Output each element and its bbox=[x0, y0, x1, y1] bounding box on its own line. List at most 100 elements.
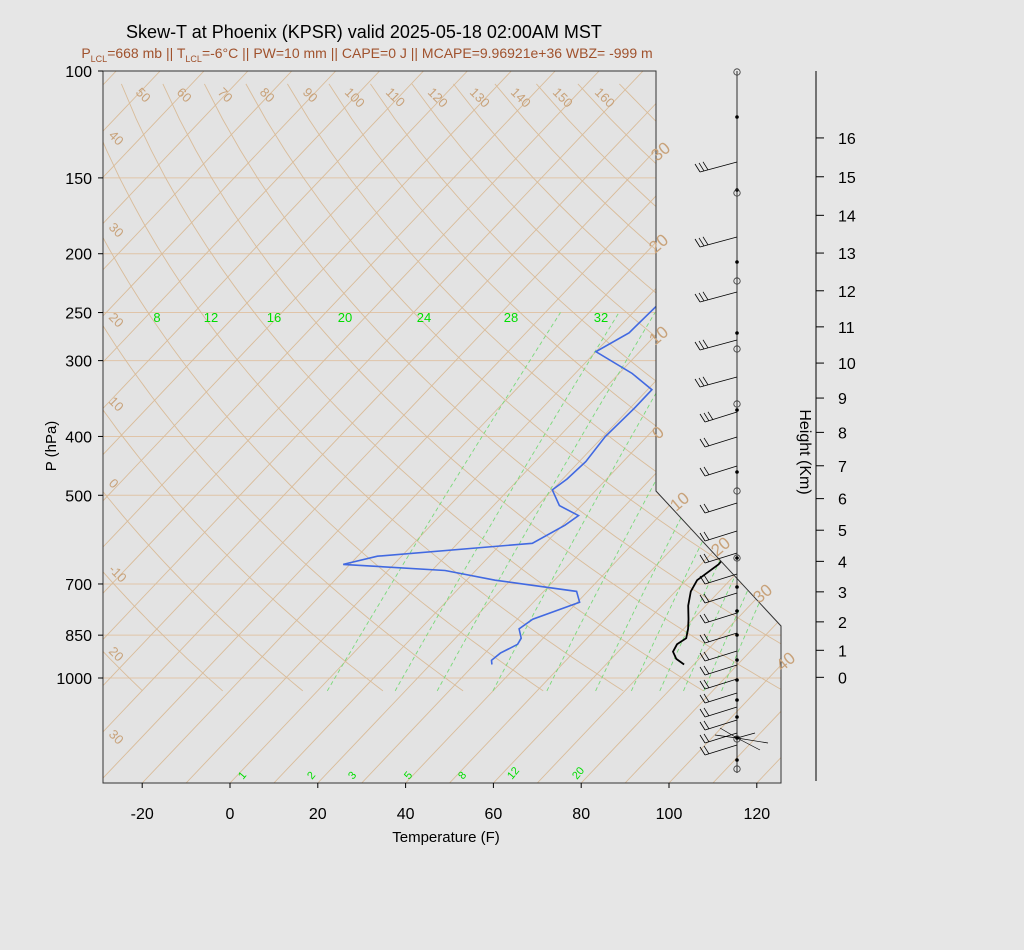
isotherm-line bbox=[889, 71, 1024, 783]
wind-barb-flag bbox=[703, 503, 710, 513]
wind-marker bbox=[735, 331, 739, 335]
wind-marker bbox=[735, 470, 739, 474]
plot-area bbox=[102, 70, 1024, 784]
wind-barb-flag bbox=[703, 679, 710, 689]
dry-adiabat-line bbox=[204, 83, 781, 692]
height-tick-label: 16 bbox=[838, 131, 856, 148]
pressure-tick-label: 100 bbox=[65, 64, 92, 81]
wind-marker bbox=[735, 658, 739, 662]
mixing-ratio-line bbox=[326, 312, 561, 692]
pressure-tick-label: 200 bbox=[65, 247, 92, 264]
isotherm-line bbox=[103, 71, 293, 783]
calm-wind-marker bbox=[733, 554, 741, 562]
height-tick-label: 2 bbox=[838, 615, 847, 632]
wind-barb-flag bbox=[699, 634, 706, 644]
wind-marker bbox=[735, 609, 739, 613]
height-axis-label: Height (Km) bbox=[796, 409, 813, 494]
dry-adiabat-line bbox=[951, 84, 1024, 691]
dry-adiabat-line bbox=[103, 83, 384, 692]
wind-marker bbox=[735, 260, 739, 264]
pressure-tick-label: 1000 bbox=[56, 671, 92, 688]
wind-marker bbox=[735, 698, 739, 702]
wind-barb bbox=[704, 678, 738, 690]
dry-adiabat-line bbox=[785, 84, 1024, 691]
wind-barb bbox=[704, 411, 738, 423]
dry-adiabat-line bbox=[411, 83, 781, 692]
pressure-axis-label: P (hPa) bbox=[43, 421, 60, 472]
mixing-ratio-label: 16 bbox=[267, 310, 281, 325]
pressure-tick-label: 700 bbox=[65, 577, 92, 594]
wind-barb bbox=[704, 664, 738, 676]
height-tick-label: 1 bbox=[838, 643, 847, 660]
wind-marker bbox=[735, 408, 739, 412]
wind-barb-flag bbox=[699, 734, 706, 744]
dry-adiabat-line bbox=[103, 83, 464, 692]
wind-barb bbox=[704, 632, 738, 644]
isotherm-line bbox=[103, 71, 249, 783]
isotherm-line bbox=[976, 71, 1024, 783]
isotherm-line bbox=[580, 71, 781, 783]
pressure-tick-label: 850 bbox=[65, 628, 92, 645]
mixing-ratio-label: 32 bbox=[594, 310, 608, 325]
chart-subtitle: PLCL=668 mb || TLCL=-6°C || PW=10 mm || … bbox=[81, 45, 652, 64]
height-tick-label: 0 bbox=[838, 670, 847, 687]
wind-barb bbox=[704, 592, 738, 604]
wind-barb-flag bbox=[699, 504, 706, 514]
wind-barb-flag bbox=[702, 291, 709, 301]
wind-barb bbox=[719, 727, 738, 739]
wind-barb-flag bbox=[703, 613, 710, 623]
wind-barb-flag bbox=[703, 745, 710, 755]
wind-barb-flag bbox=[698, 237, 705, 247]
calm-wind-marker bbox=[733, 735, 741, 743]
dry-adiabat-line bbox=[328, 83, 781, 692]
height-tick-label: 5 bbox=[838, 523, 847, 540]
wind-barb bbox=[699, 161, 738, 173]
temperature-tick-label: 20 bbox=[309, 806, 327, 823]
wind-marker bbox=[735, 758, 739, 762]
mixing-ratio-line bbox=[492, 312, 704, 692]
dry-adiabat-line bbox=[162, 83, 781, 692]
wind-barb-flag bbox=[703, 553, 710, 563]
mixing-ratio-line bbox=[546, 312, 749, 692]
wind-barb-flag bbox=[699, 532, 706, 542]
isotherm-line bbox=[103, 71, 468, 783]
wind-barb-flag bbox=[703, 531, 710, 541]
dry-adiabat-line bbox=[827, 84, 1024, 691]
wind-barb-flag bbox=[703, 466, 710, 476]
height-tick-label: 8 bbox=[838, 425, 847, 442]
pressure-tick-label: 400 bbox=[65, 429, 92, 446]
wind-barb-flag bbox=[694, 341, 701, 351]
wind-barb-flag bbox=[694, 163, 701, 173]
isotherm-line bbox=[845, 71, 1024, 783]
wind-marker bbox=[735, 556, 739, 560]
height-tick-label: 4 bbox=[838, 554, 847, 571]
wind-barb-flag bbox=[699, 666, 706, 676]
height-tick-label: 11 bbox=[838, 320, 855, 337]
wind-barb bbox=[699, 376, 738, 388]
wind-barb bbox=[704, 552, 738, 564]
isotherm-line bbox=[449, 71, 781, 783]
isotherm-line bbox=[493, 71, 781, 783]
wind-barb-flag bbox=[702, 236, 709, 246]
wind-barb-flag bbox=[703, 437, 710, 447]
wind-barb bbox=[704, 744, 738, 756]
mixing-ratio-label: 12 bbox=[204, 310, 218, 325]
calm-wind-marker bbox=[733, 765, 741, 773]
calm-wind-marker bbox=[733, 277, 741, 285]
mixing-ratio-label: 28 bbox=[504, 310, 518, 325]
isotherm-line bbox=[103, 71, 644, 783]
wind-barb bbox=[704, 612, 738, 624]
wind-barb-flag bbox=[698, 340, 705, 350]
height-tick-label: 3 bbox=[838, 585, 847, 602]
wind-barb-flag bbox=[698, 162, 705, 172]
isotherm-line bbox=[103, 71, 688, 783]
wind-barb bbox=[699, 291, 738, 303]
temperature-tick-label: -20 bbox=[131, 806, 154, 823]
dry-adiabat-line bbox=[103, 83, 544, 692]
temperature-tick-label: 40 bbox=[397, 806, 415, 823]
wind-barb-flag bbox=[699, 594, 706, 604]
wind-barb bbox=[704, 465, 738, 477]
height-tick-label: 15 bbox=[838, 170, 856, 187]
calm-wind-marker bbox=[733, 400, 741, 408]
